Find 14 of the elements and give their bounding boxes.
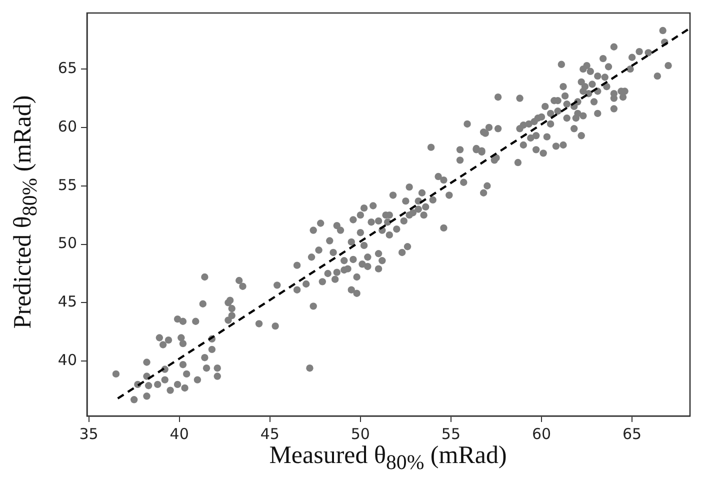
y-tick-label: 50 xyxy=(58,234,77,252)
y-tick-label: 60 xyxy=(58,117,77,136)
x-tick-label: 35 xyxy=(79,424,98,443)
y-tick-label: 45 xyxy=(58,292,77,311)
x-axis-title: Measured θ$_{80%}$ (mRad) xyxy=(269,442,507,475)
x-tick-label: 60 xyxy=(532,424,552,443)
x-tick-label: 50 xyxy=(350,424,370,443)
x-tick-label: 45 xyxy=(260,424,280,443)
x-tick-label: 55 xyxy=(441,424,461,443)
x-tick-label: 65 xyxy=(622,424,642,443)
y-tick-label: 55 xyxy=(58,176,77,194)
y-tick-label: 40 xyxy=(58,350,77,369)
x-tick-label: 40 xyxy=(170,424,189,443)
y-tick-label: 65 xyxy=(58,58,77,77)
